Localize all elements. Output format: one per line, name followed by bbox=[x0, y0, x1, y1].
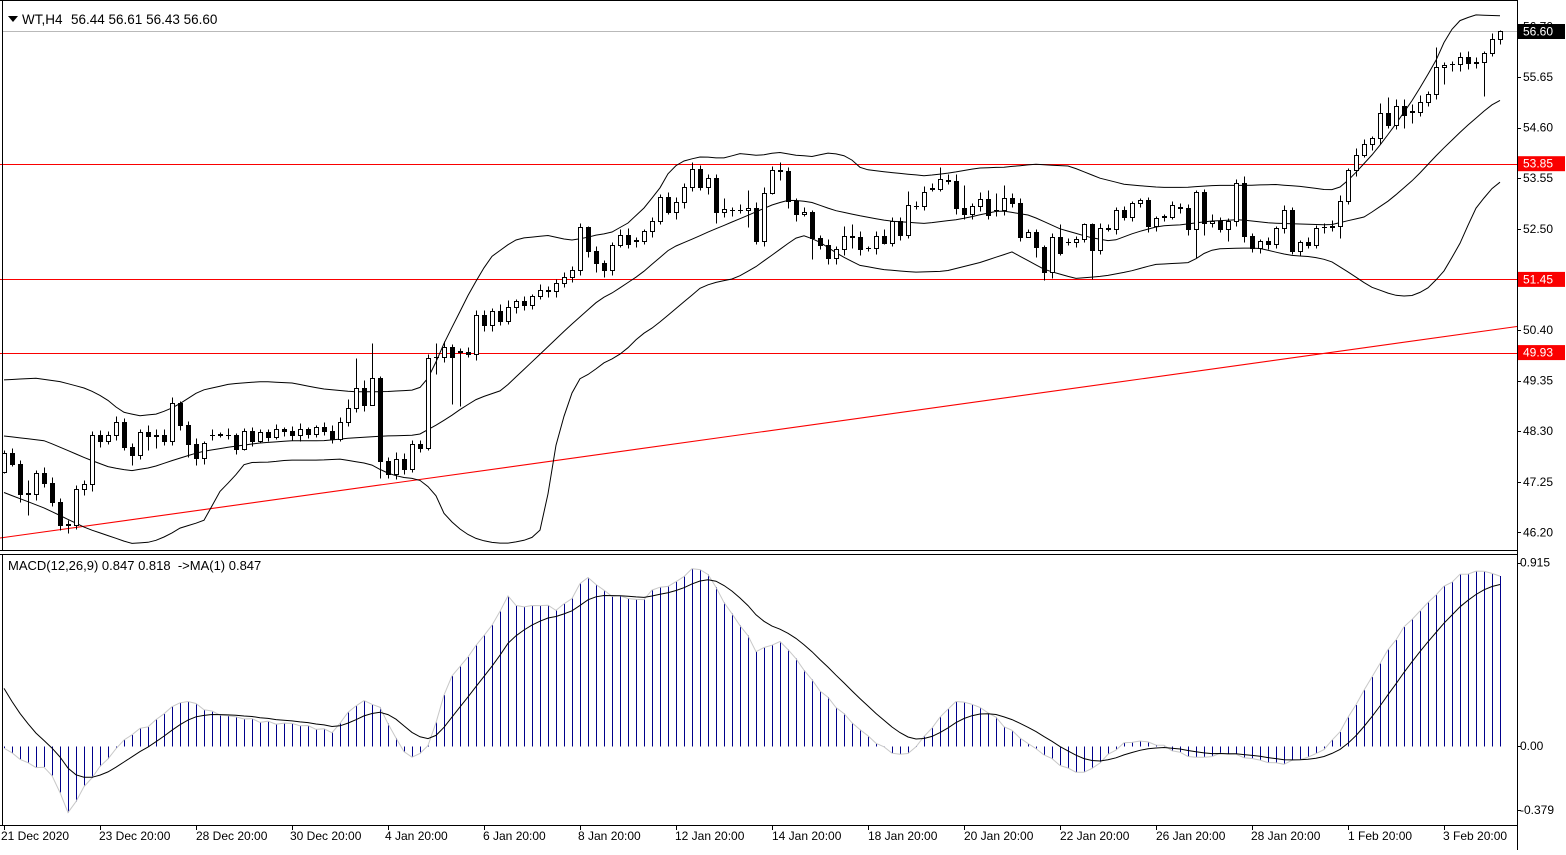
svg-text:12 Jan 20:00: 12 Jan 20:00 bbox=[675, 829, 745, 843]
svg-text:26 Jan 20:00: 26 Jan 20:00 bbox=[1156, 829, 1226, 843]
svg-text:51.45: 51.45 bbox=[1523, 272, 1553, 286]
svg-text:46.20: 46.20 bbox=[1523, 525, 1553, 539]
svg-text:52.50: 52.50 bbox=[1523, 222, 1553, 236]
svg-text:49.93: 49.93 bbox=[1523, 346, 1553, 360]
svg-text:23 Dec 20:00: 23 Dec 20:00 bbox=[99, 829, 171, 843]
svg-text:MACD(12,26,9) 0.847 0.818 ->M: MACD(12,26,9) 0.847 0.818 ->MA(1) 0.847 bbox=[8, 558, 261, 573]
svg-text:53.85: 53.85 bbox=[1523, 157, 1553, 171]
svg-text:1 Feb 20:00: 1 Feb 20:00 bbox=[1348, 829, 1412, 843]
svg-text:8 Jan 20:00: 8 Jan 20:00 bbox=[578, 829, 641, 843]
svg-text:0.915: 0.915 bbox=[1520, 556, 1550, 570]
svg-text:WT,H4: WT,H4 bbox=[22, 12, 63, 27]
svg-text:54.60: 54.60 bbox=[1523, 121, 1553, 135]
svg-text:49.35: 49.35 bbox=[1523, 374, 1553, 388]
svg-text:20 Jan 20:00: 20 Jan 20:00 bbox=[964, 829, 1034, 843]
svg-text:47.25: 47.25 bbox=[1523, 475, 1553, 489]
svg-text:4 Jan 20:00: 4 Jan 20:00 bbox=[385, 829, 448, 843]
svg-text:50.40: 50.40 bbox=[1523, 323, 1553, 337]
svg-text:28 Jan 20:00: 28 Jan 20:00 bbox=[1251, 829, 1321, 843]
svg-text:55.65: 55.65 bbox=[1523, 70, 1553, 84]
svg-text:21 Dec 2020: 21 Dec 2020 bbox=[1, 829, 69, 843]
svg-text:14 Jan 20:00: 14 Jan 20:00 bbox=[772, 829, 842, 843]
svg-text:22 Jan 20:00: 22 Jan 20:00 bbox=[1060, 829, 1130, 843]
svg-text:3 Feb 20:00: 3 Feb 20:00 bbox=[1443, 829, 1507, 843]
svg-text:30 Dec 20:00: 30 Dec 20:00 bbox=[290, 829, 362, 843]
svg-text:18 Jan 20:00: 18 Jan 20:00 bbox=[868, 829, 938, 843]
svg-text:6 Jan 20:00: 6 Jan 20:00 bbox=[483, 829, 546, 843]
svg-text:-0.379: -0.379 bbox=[1520, 803, 1554, 817]
svg-text:48.30: 48.30 bbox=[1523, 424, 1553, 438]
svg-text:56.44 56.61 56.43 56.60: 56.44 56.61 56.43 56.60 bbox=[71, 12, 217, 27]
svg-text:0.00: 0.00 bbox=[1520, 739, 1544, 753]
svg-text:56.60: 56.60 bbox=[1523, 25, 1553, 39]
svg-text:53.55: 53.55 bbox=[1523, 171, 1553, 185]
svg-text:28 Dec 20:00: 28 Dec 20:00 bbox=[196, 829, 268, 843]
